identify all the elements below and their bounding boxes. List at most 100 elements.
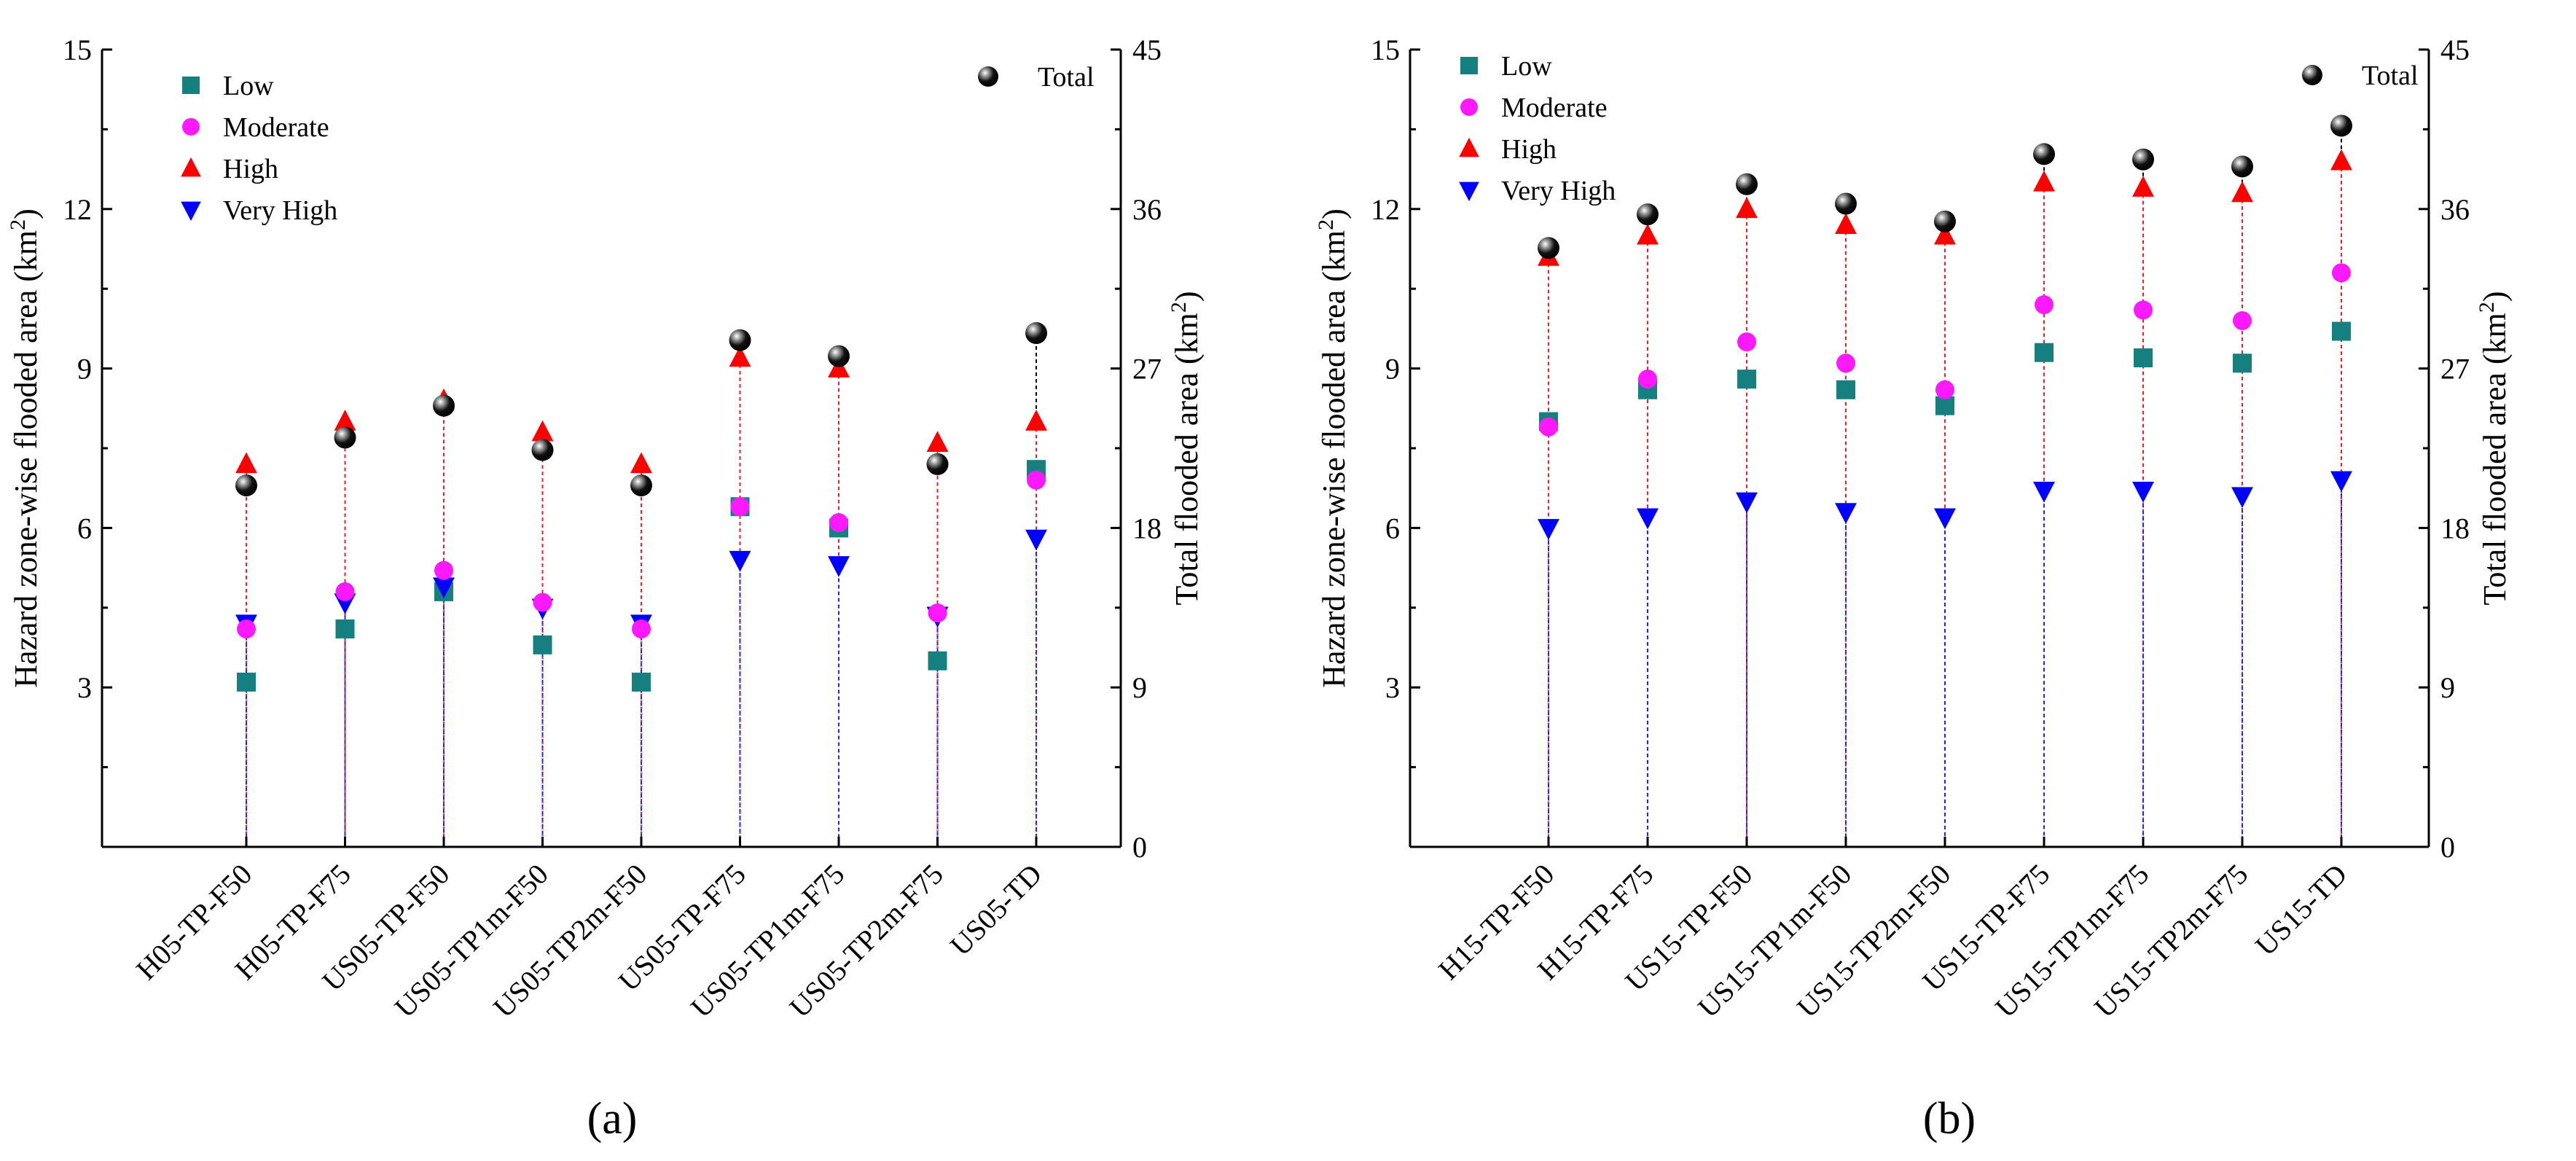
y2-axis-title: Total flooded area (km2) (1167, 292, 1205, 606)
point-total-us15-tp1m-f50 (1835, 192, 1857, 215)
point-moderate-us15-tp1m-f75 (2134, 300, 2153, 320)
legend-marker-high (181, 157, 201, 177)
point-very-high-us05-td (1025, 529, 1047, 551)
stems-group (1548, 125, 2342, 847)
point-moderate-us15-tp-f50 (1737, 332, 1756, 352)
y-tick-label-3: 3 (77, 671, 92, 704)
y2-tick-label-9: 9 (1132, 671, 1147, 704)
point-total-us05-tp-f50 (433, 394, 455, 417)
point-high-us05-tp1m-f50 (531, 420, 554, 442)
series-very-high (1538, 471, 2352, 540)
point-low-us05-tp1m-f50 (533, 635, 552, 654)
y2-tick-label-36: 36 (1132, 193, 1162, 226)
y-tick-label-9: 9 (1385, 353, 1400, 386)
stems-group (246, 332, 1037, 847)
point-very-high-us15-td (2330, 471, 2352, 493)
point-total-us05-tp1m-f75 (828, 345, 850, 367)
legend-label-high: High (223, 154, 278, 184)
point-low-us15-tp1m-f50 (1836, 380, 1855, 399)
point-moderate-us05-tp-f75 (730, 497, 750, 517)
y2-axis-title-sup: 2 (2475, 302, 2499, 313)
y-axis-title-sup: 2 (6, 219, 30, 230)
legend-label-moderate: Moderate (1501, 93, 1608, 123)
point-moderate-us05-tp1m-f75 (829, 513, 848, 533)
point-very-high-us15-tp1m-f75 (2132, 482, 2154, 503)
point-very-high-us05-tp1m-f75 (828, 556, 850, 577)
y-tick-label-15: 15 (63, 34, 92, 66)
point-total-h05-tp-f50 (235, 474, 257, 497)
legend-label-very-high: Very High (1501, 176, 1616, 206)
point-low-h05-tp-f50 (237, 672, 256, 692)
point-moderate-h05-tp-f75 (335, 582, 355, 601)
y2-tick-label-18: 18 (2440, 512, 2470, 544)
point-high-us15-tp2m-f75 (2231, 181, 2253, 203)
y-tick-label-12: 12 (63, 193, 92, 226)
chart-panel-b: 36912150918273645H15-TP-F50H15-TP-F75US1… (1314, 34, 2513, 1144)
point-low-us05-tp2m-f50 (632, 672, 651, 692)
point-high-h05-tp-f50 (235, 452, 257, 474)
point-high-us05-tp-f75 (729, 345, 751, 367)
y-axis-title-sup: 2 (1314, 219, 1338, 230)
point-moderate-us15-tp2m-f75 (2233, 310, 2252, 330)
y-axis-title-close: ) (8, 208, 44, 219)
point-moderate-us05-tp-f50 (434, 560, 453, 580)
point-very-high-us15-tp2m-f50 (1934, 508, 1956, 530)
y2-axis-title-close: ) (1169, 292, 1205, 302)
point-low-us15-td (2332, 321, 2351, 341)
y-axis-title-main: Hazard zone-wise flooded area (km (1316, 230, 1352, 688)
point-total-us05-tp2m-f50 (630, 474, 652, 497)
point-very-high-h15-tp-f75 (1637, 508, 1659, 530)
y2-tick-label-27: 27 (2440, 353, 2470, 386)
y-axis-title: Hazard zone-wise flooded area (km2) (1314, 208, 1352, 688)
point-total-us05-tp1m-f50 (531, 439, 554, 461)
point-total-us15-tp-f75 (2033, 143, 2055, 165)
legend-marker-high (1459, 137, 1479, 157)
y-tick-label-3: 3 (1385, 671, 1400, 704)
series-total (235, 321, 1047, 497)
y-axis-title-main: Hazard zone-wise flooded area (km (8, 230, 44, 688)
point-total-h05-tp-f75 (334, 426, 356, 449)
point-low-h05-tp-f75 (335, 619, 355, 638)
point-high-us15-tp1m-f50 (1835, 213, 1857, 234)
legend: Low Moderate High Very High Total (1459, 51, 2419, 206)
series-high (235, 345, 1047, 474)
y-tick-label-9: 9 (77, 353, 92, 386)
x-tick-label-us15-td: US15-TD (2249, 858, 2353, 962)
point-very-high-h15-tp-f50 (1538, 519, 1559, 540)
legend-label-low: Low (1501, 51, 1552, 82)
point-low-us15-tp-f50 (1737, 370, 1756, 389)
point-very-high-us05-tp-f50 (433, 577, 455, 599)
y2-tick-label-27: 27 (1132, 353, 1162, 386)
series-moderate (237, 470, 1046, 638)
panel-label: (b) (1923, 1094, 1976, 1144)
point-high-us15-tp2m-f50 (1934, 223, 1956, 245)
point-total-us15-tp2m-f75 (2231, 155, 2253, 178)
point-high-us05-tp2m-f50 (630, 452, 652, 474)
legend-label-very-high: Very High (223, 195, 337, 226)
point-moderate-us15-tp2m-f50 (1935, 380, 1954, 399)
series-total (1538, 114, 2352, 259)
point-moderate-us15-td (2332, 263, 2351, 283)
y2-tick-label-0: 0 (2440, 831, 2455, 864)
chart-panel-a: 36912150918273645H05-TP-F50H05-TP-F75US0… (6, 34, 1205, 1144)
legend-marker-moderate (1460, 98, 1478, 116)
point-total-us05-tp-f75 (729, 329, 751, 351)
point-total-h15-tp-f50 (1538, 237, 1559, 259)
legend-marker-low (182, 77, 200, 94)
y-tick-label-6: 6 (77, 512, 92, 544)
point-very-high-us05-tp-f75 (729, 550, 751, 572)
legend: Low Moderate High Very High Total (181, 62, 1095, 226)
y-axis-title-close: ) (1316, 208, 1352, 219)
point-low-us15-tp2m-f75 (2233, 353, 2252, 373)
point-total-us05-tp2m-f75 (926, 453, 949, 475)
y-tick-label-15: 15 (1371, 34, 1400, 66)
point-moderate-h15-tp-f75 (1638, 370, 1657, 389)
legend-marker-very-high (181, 201, 201, 222)
legend-marker-very-high (1459, 181, 1479, 202)
point-high-us15-tp1m-f75 (2132, 176, 2154, 197)
point-low-us15-tp1m-f75 (2134, 348, 2153, 368)
point-total-us15-tp-f50 (1736, 173, 1758, 195)
y2-tick-label-0: 0 (1132, 831, 1147, 864)
point-very-high-us15-tp2m-f75 (2231, 487, 2253, 509)
